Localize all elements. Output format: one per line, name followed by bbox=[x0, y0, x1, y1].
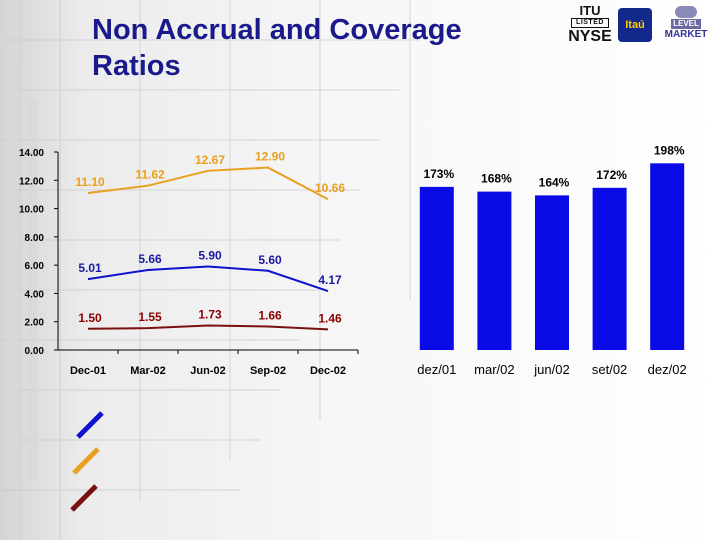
nyse-logo-text: NYSE bbox=[568, 28, 612, 45]
line-chart-x-tick-label: Jun-02 bbox=[190, 365, 225, 377]
bar-data-label: 164% bbox=[539, 175, 570, 189]
line-data-label: 10.66 bbox=[315, 181, 345, 195]
bar bbox=[650, 163, 685, 350]
line-series-orange bbox=[87, 166, 329, 201]
legend-marker-orange bbox=[72, 447, 100, 475]
itau-logo: Itaú bbox=[618, 8, 652, 42]
listed-logo-text: LISTED bbox=[571, 18, 609, 28]
line-data-label: 1.46 bbox=[318, 311, 342, 325]
market-logo-text: MARKET bbox=[664, 29, 708, 40]
line-data-label: 1.66 bbox=[258, 309, 282, 323]
bar-category-label: dez/01 bbox=[417, 362, 456, 377]
legend-markers bbox=[70, 411, 104, 512]
bar bbox=[535, 195, 569, 350]
bovespa-level-market-logo: LEVEL MARKET bbox=[656, 6, 716, 46]
line-data-label: 12.67 bbox=[195, 153, 225, 167]
line-chart-y-tick-label: 6.00 bbox=[25, 261, 45, 272]
line-data-label: 11.62 bbox=[135, 168, 165, 182]
bar-data-label: 168% bbox=[481, 172, 512, 186]
line-chart-x-tick-label: Dec-02 bbox=[310, 365, 346, 377]
line-chart-y-tick-label: 2.00 bbox=[25, 318, 45, 329]
bar-data-label: 172% bbox=[596, 168, 627, 182]
line-chart-y-tick-label: 10.00 bbox=[19, 205, 44, 216]
line-chart-y-tick-label: 0.00 bbox=[25, 346, 45, 357]
line-series-maroon bbox=[87, 324, 329, 331]
bar bbox=[477, 191, 512, 350]
legend-marker-maroon bbox=[70, 484, 98, 512]
bar-category-label: dez/02 bbox=[648, 362, 687, 377]
legend-marker-blue bbox=[76, 411, 104, 439]
bar-category-label: jun/02 bbox=[533, 362, 569, 377]
line-chart-x-tick-label: Mar-02 bbox=[130, 365, 165, 377]
bar-data-label: 198% bbox=[654, 143, 685, 157]
line-data-label: 1.73 bbox=[198, 308, 222, 322]
line-data-label: 5.60 bbox=[258, 253, 282, 267]
line-data-label: 12.90 bbox=[255, 150, 285, 164]
logo-group: ITU LISTED NYSE Itaú LEVEL MARKET bbox=[566, 4, 716, 48]
line-data-label: 5.90 bbox=[198, 249, 222, 263]
itu-logo-text: ITU bbox=[579, 3, 601, 18]
itu-nyse-logo: ITU LISTED NYSE bbox=[566, 4, 614, 48]
line-chart-y-tick-label: 4.00 bbox=[25, 289, 45, 300]
line-series-blue bbox=[87, 265, 329, 292]
line-chart-y-tick-label: 8.00 bbox=[25, 233, 45, 244]
bar bbox=[592, 187, 627, 350]
bovespa-badge-icon bbox=[675, 6, 697, 18]
line-data-label: 5.66 bbox=[138, 252, 162, 266]
line-data-label: 5.01 bbox=[78, 261, 102, 275]
line-chart-y-tick-label: 14.00 bbox=[19, 148, 44, 159]
line-chart-x-tick-label: Sep-02 bbox=[250, 365, 286, 377]
line-data-label: 1.55 bbox=[138, 310, 162, 324]
line-data-label: 1.50 bbox=[78, 311, 102, 325]
bar-category-label: mar/02 bbox=[474, 362, 514, 377]
bar bbox=[419, 186, 454, 350]
bar-category-label: set/02 bbox=[592, 362, 627, 377]
level-logo-text: LEVEL bbox=[671, 19, 701, 29]
line-chart-x-tick-label: Dec-01 bbox=[70, 365, 106, 377]
line-data-label: 4.17 bbox=[318, 273, 342, 287]
page-title: Non Accrual and Coverage Ratios bbox=[92, 14, 462, 82]
line-chart-y-tick-label: 12.00 bbox=[19, 176, 44, 187]
line-data-label: 11.10 bbox=[75, 175, 105, 189]
bar-data-label: 173% bbox=[423, 167, 454, 181]
